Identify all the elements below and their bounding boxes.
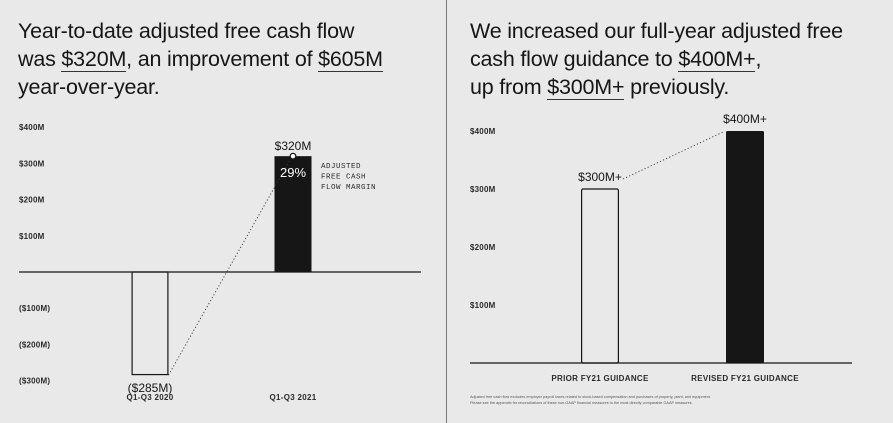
category-label: REVISED FY21 GUIDANCE <box>691 374 799 383</box>
right-chart-title: We increased our full-year adjusted free… <box>470 17 890 101</box>
title-text: , an improvement of <box>126 47 319 71</box>
y-tick-label: $400M <box>470 127 496 136</box>
data-label: ($285M) <box>128 381 173 395</box>
title-highlight: $605M <box>318 47 383 72</box>
y-tick-label: $300M <box>470 185 496 194</box>
category-label: Q1-Q3 2020 <box>126 393 173 402</box>
y-tick-label: ($300M) <box>19 377 50 386</box>
title-text: year-over-year. <box>18 75 160 99</box>
title-text: We increased our full-year adjusted free <box>470 19 843 43</box>
title-text: up from <box>470 75 548 99</box>
y-tick-label: $100M <box>470 301 496 310</box>
dotted-connector <box>168 157 292 376</box>
margin-annotation: FLOW MARGIN <box>321 184 376 192</box>
left-chart-title: Year-to-date adjusted free cash flow was … <box>18 17 438 101</box>
data-label: $300M+ <box>578 170 622 184</box>
bar <box>131 271 169 376</box>
y-tick-label: ($200M) <box>19 340 50 349</box>
y-tick-label: $300M <box>19 159 45 168</box>
left-bar-chart: $400M $300M $200M $100M ($100M) ($200M) ($300M… <box>19 123 421 402</box>
panel-divider <box>446 0 447 423</box>
left-chart-panel: Year-to-date adjusted free cash flow was … <box>0 0 446 423</box>
title-highlight: $300M+ <box>547 75 625 100</box>
title-text: Year-to-date adjusted free cash flow <box>18 19 355 43</box>
margin-annotation: FREE CASH <box>321 174 366 182</box>
bar <box>581 188 620 364</box>
data-label: $400M+ <box>723 112 767 126</box>
title-text: , <box>755 47 762 71</box>
margin-percent-label: 29% <box>280 165 306 180</box>
connector-dot <box>289 152 297 160</box>
margin-annotation: ADJUSTED <box>321 163 361 171</box>
y-tick-label: $400M <box>19 123 45 132</box>
category-label: Q1-Q3 2021 <box>269 393 316 402</box>
y-tick-label: ($100M) <box>19 304 50 313</box>
title-text: previously. <box>624 75 730 99</box>
title-text: cash flow guidance to <box>470 47 679 71</box>
data-label: $320M <box>275 139 312 153</box>
y-tick-label: $100M <box>19 232 45 241</box>
footnote-line: Adjusted free cash flow excludes employe… <box>470 395 711 399</box>
title-highlight: $400M+ <box>678 47 756 72</box>
y-tick-label: $200M <box>19 196 45 205</box>
bar <box>726 131 764 363</box>
right-chart-panel: We increased our full-year adjusted free… <box>447 0 893 423</box>
footnote-line: Please see the appendix for reconciliati… <box>470 401 693 405</box>
bar <box>274 156 312 272</box>
right-bar-chart: $400M $300M $200M $100M $300M+ PRIOR FY21 GUI… <box>470 112 852 405</box>
title-highlight: $320M <box>61 47 127 72</box>
y-tick-label: $200M <box>470 243 496 252</box>
dotted-connector <box>622 131 724 180</box>
title-text: was <box>18 47 62 71</box>
category-label: PRIOR FY21 GUIDANCE <box>551 374 649 383</box>
